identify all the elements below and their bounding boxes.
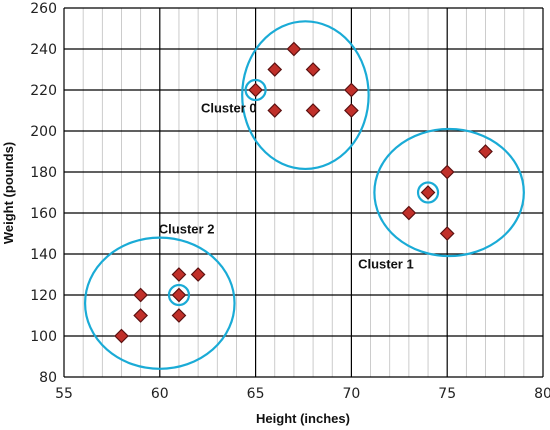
data-points — [114, 41, 493, 344]
data-point — [344, 103, 359, 118]
data-point — [439, 226, 455, 241]
data-point — [248, 82, 263, 98]
cluster-0-center-ring — [244, 78, 267, 102]
cluster-2-center-ring — [167, 283, 191, 307]
data-point — [171, 267, 187, 282]
tick-labels: 55 60 65 70 75 80 80 100 120 140 160 180 200 220 240 26… — [30, 1, 550, 402]
data-point — [114, 328, 129, 344]
y-tick-label: 220 — [30, 83, 57, 99]
cluster-1-label: Cluster 1 — [358, 256, 414, 271]
x-tick-label: 60 — [151, 386, 169, 402]
data-point — [401, 205, 417, 221]
data-point — [171, 287, 187, 303]
y-axis-title: Weight (pounds) — [1, 142, 16, 244]
cluster-0-ellipse — [241, 20, 370, 171]
data-point — [267, 62, 283, 77]
data-point — [344, 82, 359, 98]
data-point — [171, 308, 187, 323]
x-axis-title: Height (inches) — [256, 411, 350, 426]
y-tick-label: 200 — [30, 124, 57, 140]
y-tick-label: 260 — [30, 1, 57, 17]
data-point — [420, 185, 436, 200]
x-tick-label: 75 — [438, 386, 456, 402]
data-point — [190, 267, 206, 282]
cluster-rings: Cluster 0 Cluster 1 Cluster 2 — [83, 20, 525, 370]
cluster-1-center-ring — [416, 181, 440, 204]
minor-grid — [82, 8, 525, 377]
data-point — [439, 164, 455, 180]
cluster-1-ellipse — [373, 127, 525, 258]
y-tick-label: 80 — [39, 370, 57, 386]
data-point — [286, 41, 302, 57]
x-tick-label: 65 — [247, 386, 265, 402]
y-tick-label: 240 — [30, 42, 57, 58]
data-point — [267, 103, 283, 118]
cluster-2-label: Cluster 2 — [159, 222, 215, 237]
cluster-2-ellipse — [83, 236, 236, 370]
major-grid — [63, 7, 544, 378]
data-point — [478, 144, 493, 159]
y-tick-label: 120 — [30, 288, 57, 304]
y-tick-label: 100 — [30, 329, 57, 345]
y-tick-label: 160 — [30, 206, 57, 222]
x-tick-label: 55 — [55, 386, 73, 402]
y-tick-label: 140 — [30, 247, 57, 263]
data-point — [133, 308, 148, 323]
x-tick-label: 70 — [342, 386, 360, 402]
cluster-0-label: Cluster 0 — [201, 101, 257, 116]
data-point — [305, 103, 321, 118]
y-tick-label: 180 — [30, 165, 57, 181]
x-tick-label: 80 — [534, 386, 550, 402]
data-point — [305, 62, 321, 77]
data-point — [133, 287, 148, 303]
